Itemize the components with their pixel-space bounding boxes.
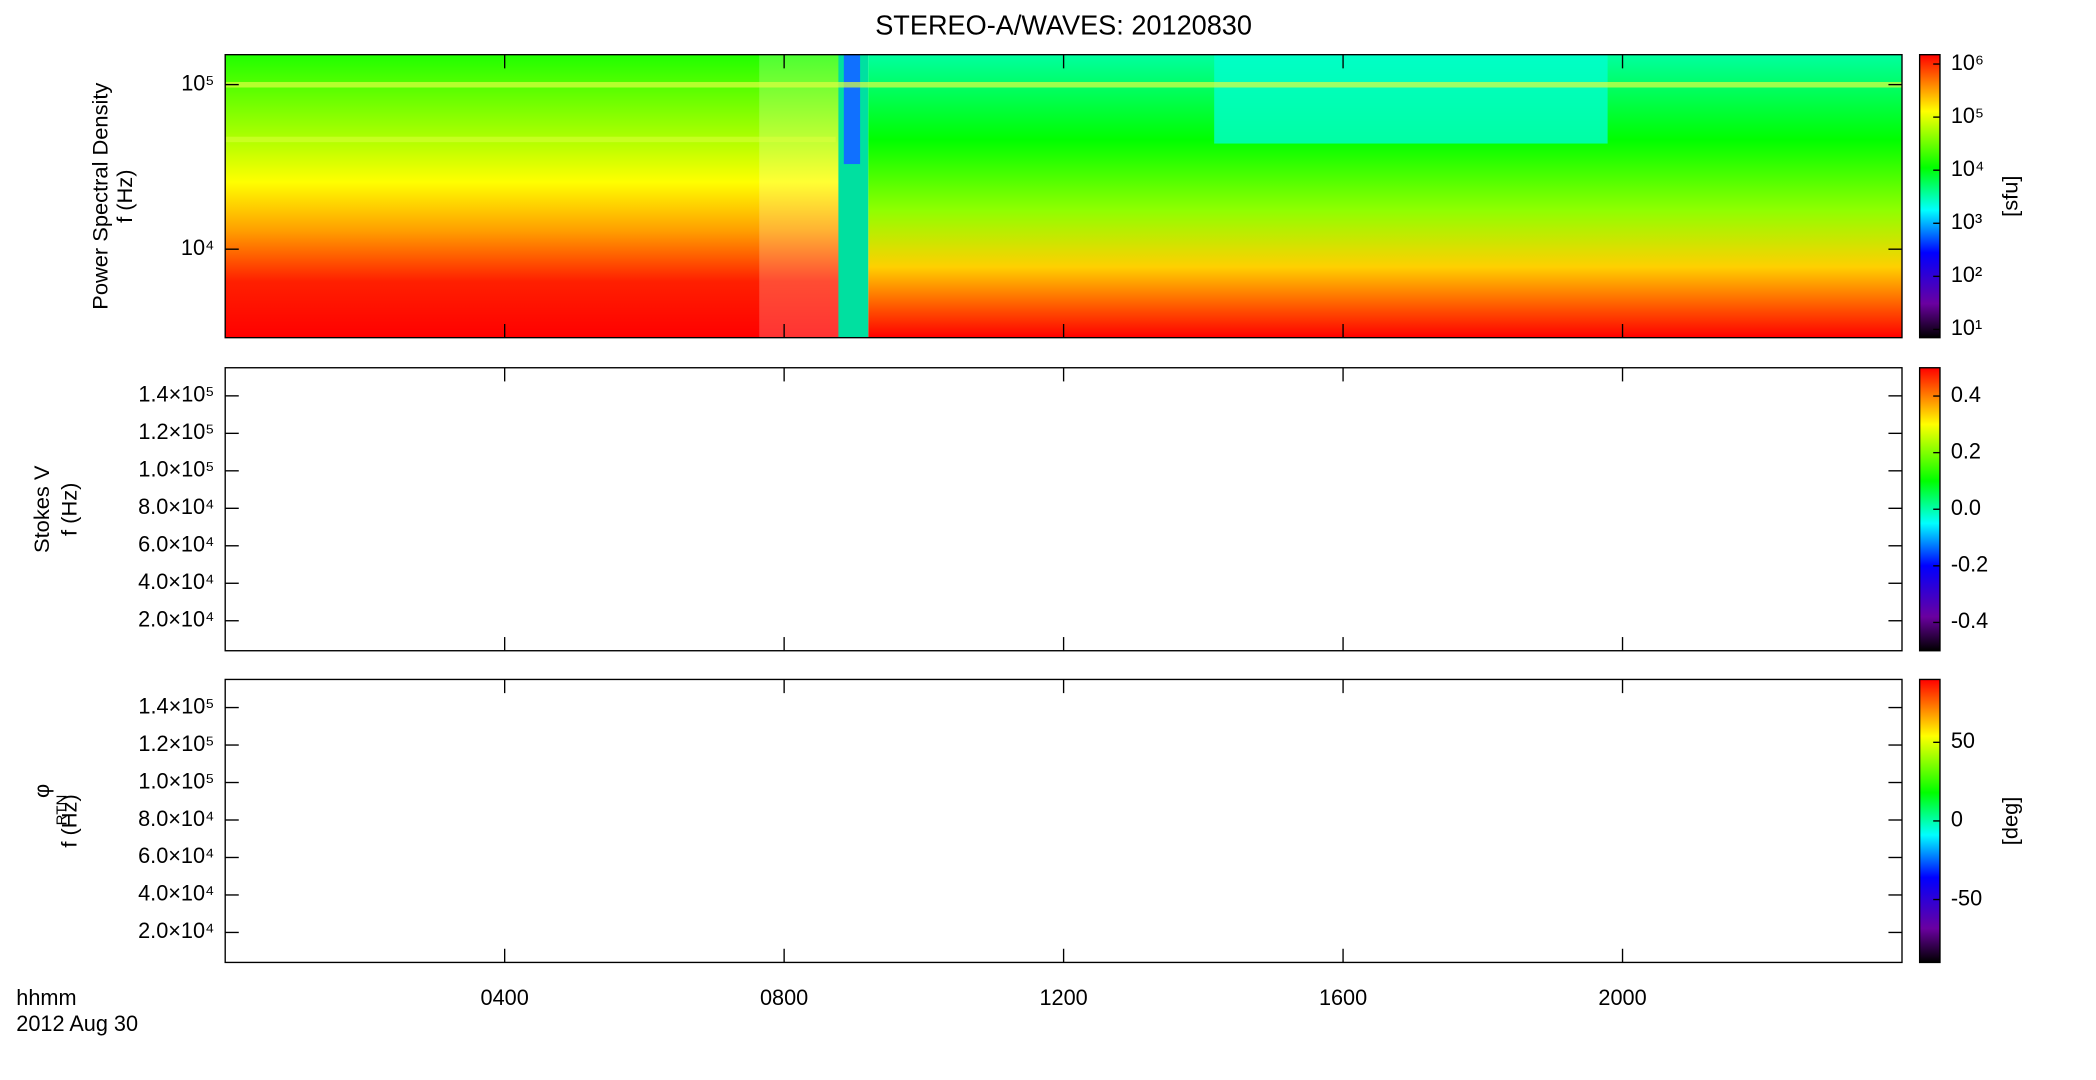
colorbar-tick-label: 50 [1951, 728, 1975, 753]
x-axis-label: 2012 Aug 30 [16, 1011, 138, 1036]
y-tick-label: 4.0×10⁴ [138, 881, 214, 906]
y-tick-label: 1.2×10⁵ [138, 419, 214, 444]
colorbar-label: [deg] [1998, 797, 2023, 846]
y-tick-label: 1.0×10⁵ [138, 768, 214, 793]
colorbar-label: [sfu] [1998, 176, 2023, 217]
y-tick-label: 8.0×10⁴ [138, 494, 214, 519]
chart-title: STEREO-A/WAVES: 20120830 [875, 9, 1252, 40]
plot-frame [224, 367, 1903, 652]
y-axis-label: f (Hz) [112, 169, 137, 222]
colorbar-tick-label: -0.2 [1951, 552, 1988, 577]
y-tick-label: 4.0×10⁴ [138, 569, 214, 594]
colorbar-tick-label: 10² [1951, 262, 1982, 287]
colorbar-tick-label: 10⁵ [1951, 103, 1984, 128]
y-tick-label: 1.4×10⁵ [138, 693, 214, 718]
x-tick-label: 0400 [481, 985, 529, 1010]
colorbar-tick-label: 10¹ [1951, 315, 1982, 340]
colorbar-tick-label: 10⁴ [1951, 156, 1984, 181]
y-tick-label: 6.0×10⁴ [138, 531, 214, 556]
plot-frame [224, 678, 1903, 964]
x-tick-label: 2000 [1598, 985, 1646, 1010]
y-tick-label: 6.0×10⁴ [138, 843, 214, 868]
x-tick-label: 1200 [1039, 985, 1087, 1010]
y-axis-label: f (Hz) [56, 794, 81, 847]
y-tick-label: 10⁴ [181, 235, 214, 260]
colorbar-tick-label: 10⁶ [1951, 50, 1984, 75]
y-tick-label: 1.4×10⁵ [138, 382, 214, 407]
colorbar-tick-label: 0.0 [1951, 495, 1981, 520]
colorbar-tick-label: -0.4 [1951, 608, 1988, 633]
x-tick-label: 1600 [1319, 985, 1367, 1010]
colorbar-tick-label: -50 [1951, 885, 1982, 910]
y-tick-label: 8.0×10⁴ [138, 806, 214, 831]
y-tick-label: 10⁵ [181, 70, 214, 95]
colorbar-tick-label: 0.4 [1951, 382, 1981, 407]
colorbar [1918, 54, 1941, 339]
x-axis-label: hhmm [16, 985, 76, 1010]
y-tick-label: 1.0×10⁵ [138, 457, 214, 482]
y-axis-label: RTN [53, 795, 70, 826]
colorbar-tick-label: 0 [1951, 807, 1963, 832]
y-axis-label: f (Hz) [56, 483, 81, 536]
y-axis-label: Stokes V [29, 465, 54, 553]
x-tick-label: 0800 [760, 985, 808, 1010]
colorbar-tick-label: 0.2 [1951, 438, 1981, 463]
spectrogram [225, 54, 1903, 338]
colorbar-tick-label: 10³ [1951, 209, 1982, 234]
y-axis-label: Power Spectral Density [88, 83, 113, 310]
y-tick-label: 2.0×10⁴ [138, 918, 214, 943]
y-tick-label: 1.2×10⁵ [138, 731, 214, 756]
y-tick-label: 2.0×10⁴ [138, 606, 214, 631]
y-axis-label: φ [29, 784, 54, 798]
